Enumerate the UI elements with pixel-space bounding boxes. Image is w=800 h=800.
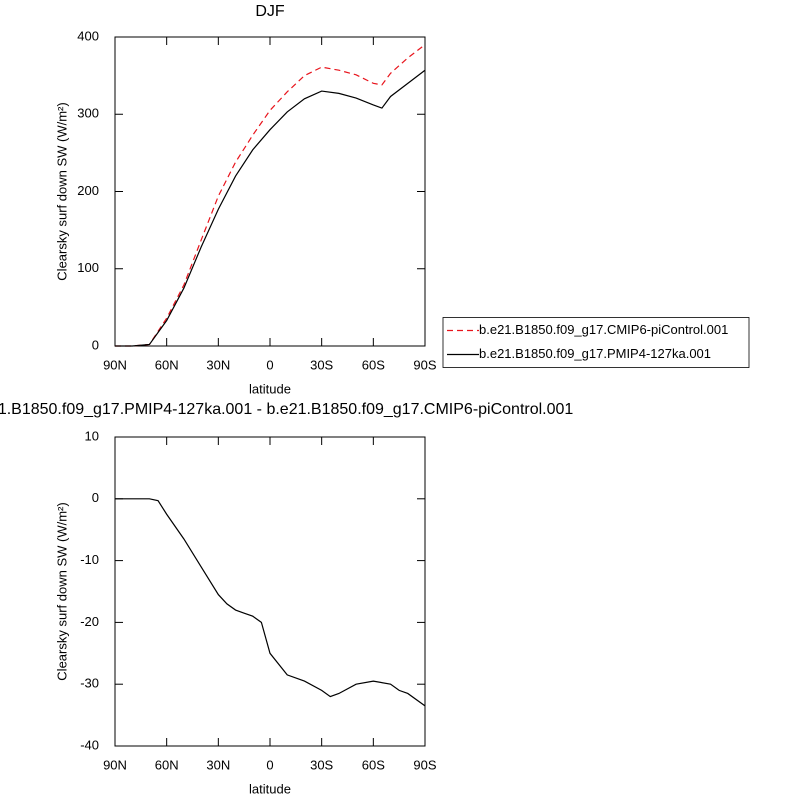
x-tick-label: 90N (103, 757, 127, 772)
x-tick-label: 60N (155, 357, 179, 372)
legend-label: b.e21.B1850.f09_g17.PMIP4-127ka.001 (479, 346, 711, 361)
y-axis-label: Clearsky surf down SW (W/m²) (54, 502, 69, 680)
y-tick-label: 0 (92, 490, 99, 505)
legend-label: b.e21.B1850.f09_g17.CMIP6-piControl.001 (479, 322, 728, 337)
y-axis-label: Clearsky surf down SW (W/m²) (54, 102, 69, 280)
x-tick-label: 30N (206, 357, 230, 372)
y-tick-label: 300 (77, 106, 99, 121)
data-line (115, 44, 426, 347)
x-axis-label: latitude (249, 781, 291, 796)
y-tick-label: 0 (92, 337, 99, 352)
y-tick-label: 200 (77, 183, 99, 198)
plot-frame (114, 36, 426, 347)
x-tick-label: 90N (103, 357, 127, 372)
y-tick-label: -40 (80, 737, 99, 752)
y-tick-label: 100 (77, 260, 99, 275)
y-tick-label: 10 (85, 428, 99, 443)
x-tick-label: 30S (310, 757, 333, 772)
y-tick-label: -20 (80, 614, 99, 629)
x-tick-label: 60S (362, 357, 385, 372)
x-tick-label: 0 (266, 357, 273, 372)
x-tick-label: 30S (310, 357, 333, 372)
y-tick-label: -30 (80, 676, 99, 691)
y-tick-label: 400 (77, 28, 99, 43)
plot-frame (114, 436, 426, 747)
x-tick-label: 90S (413, 357, 436, 372)
x-axis-label: latitude (249, 381, 291, 396)
x-tick-label: 60S (362, 757, 385, 772)
data-line (115, 498, 426, 707)
x-tick-label: 90S (413, 757, 436, 772)
chart-title: b.e21.B1850.f09_g17.PMIP4-127ka.001 - b.… (0, 401, 573, 418)
x-tick-label: 30N (206, 757, 230, 772)
x-tick-label: 0 (266, 757, 273, 772)
data-line (115, 69, 426, 347)
legend-box (442, 317, 750, 368)
chart-title: DJF (255, 3, 285, 20)
x-tick-label: 60N (155, 757, 179, 772)
y-tick-label: -10 (80, 552, 99, 567)
